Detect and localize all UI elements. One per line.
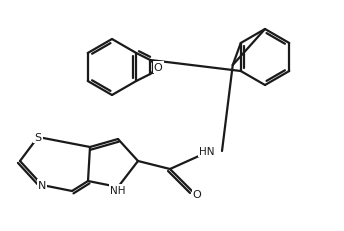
Text: N: N [38,180,46,190]
Text: NH: NH [110,185,126,195]
Text: S: S [34,132,42,142]
Text: O: O [154,63,163,73]
Text: O: O [193,189,201,199]
Text: HN: HN [199,146,215,156]
